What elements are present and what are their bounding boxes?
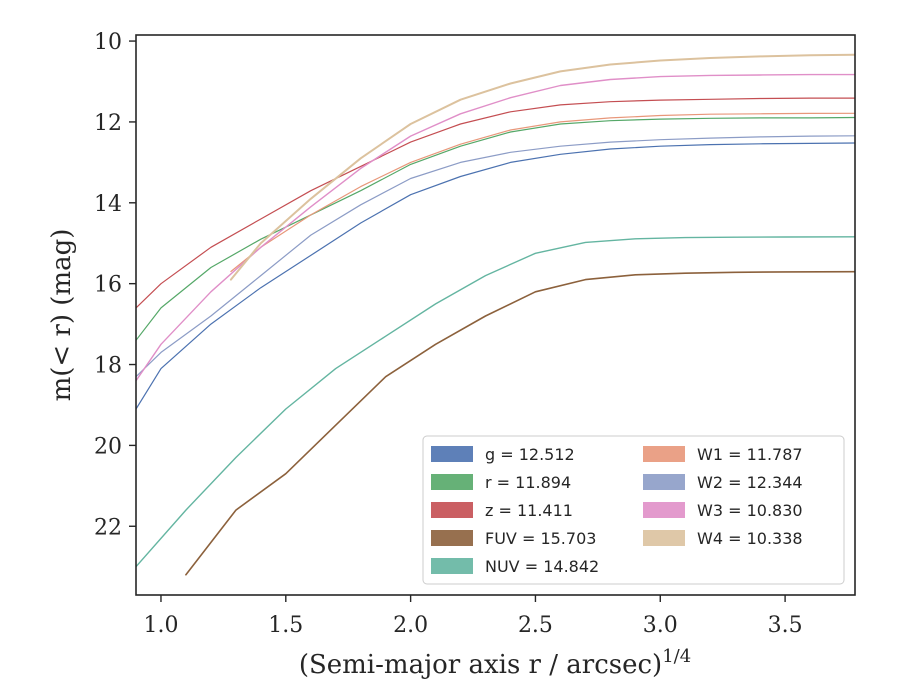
series-layer <box>136 53 855 576</box>
legend-label: NUV = 14.842 <box>485 557 599 576</box>
legend-label: z = 11.411 <box>485 501 573 520</box>
series-line-0 <box>136 142 855 410</box>
series-line-7 <box>136 73 855 382</box>
legend-swatch <box>643 502 685 518</box>
series-line-5 <box>230 112 855 273</box>
y-tick-label: 16 <box>94 273 122 298</box>
legend: g = 12.512 r = 11.894 z = 11.411 FUV = 15.7… <box>422 435 845 585</box>
legend-swatch <box>431 502 473 518</box>
x-tick-label: 2.5 <box>518 613 553 638</box>
legend-label: W2 = 12.344 <box>697 473 803 492</box>
y-tick-label: 12 <box>94 111 122 136</box>
legend-label: W4 = 10.338 <box>697 529 803 548</box>
x-axis: 1.0 1.5 2.0 2.5 3.0 3.5 <box>143 595 803 638</box>
series-line-4 <box>136 236 855 568</box>
x-tick-label: 2.0 <box>393 613 428 638</box>
plot-frame <box>135 34 856 596</box>
legend-label: W1 = 11.787 <box>697 445 803 464</box>
y-tick-label: 14 <box>94 192 122 217</box>
legend-swatch <box>643 446 685 462</box>
y-tick-label: 22 <box>94 515 122 540</box>
series-line-2 <box>136 97 855 309</box>
legend-swatch <box>431 558 473 574</box>
x-axis-label: (Semi-major axis r / arcsec)1/4 <box>299 646 691 680</box>
legend-label: r = 11.894 <box>485 473 571 492</box>
x-tick-label: 3.0 <box>643 613 678 638</box>
series-line-6 <box>136 135 855 378</box>
legend-swatch <box>431 446 473 462</box>
x-tick-label: 1.0 <box>143 613 178 638</box>
y-tick-label: 18 <box>94 354 122 379</box>
legend-swatch <box>643 530 685 546</box>
y-axis-label: m(< r) (mag) <box>47 229 77 402</box>
legend-swatch <box>643 474 685 490</box>
y-axis: 10 12 14 16 18 20 22 <box>94 30 136 540</box>
legend-label: W3 = 10.830 <box>697 501 803 520</box>
legend-label: g = 12.512 <box>485 445 575 464</box>
legend-label: FUV = 15.703 <box>485 529 596 548</box>
legend-swatch <box>431 530 473 546</box>
legend-swatch <box>431 474 473 490</box>
y-tick-label: 20 <box>94 434 122 459</box>
x-tick-label: 3.5 <box>768 613 803 638</box>
series-line-3 <box>185 270 855 576</box>
series-line-1 <box>136 116 855 341</box>
y-tick-label: 10 <box>94 30 122 55</box>
x-tick-label: 1.5 <box>268 613 303 638</box>
series-line-8 <box>229 53 855 281</box>
legend-frame <box>422 435 845 585</box>
